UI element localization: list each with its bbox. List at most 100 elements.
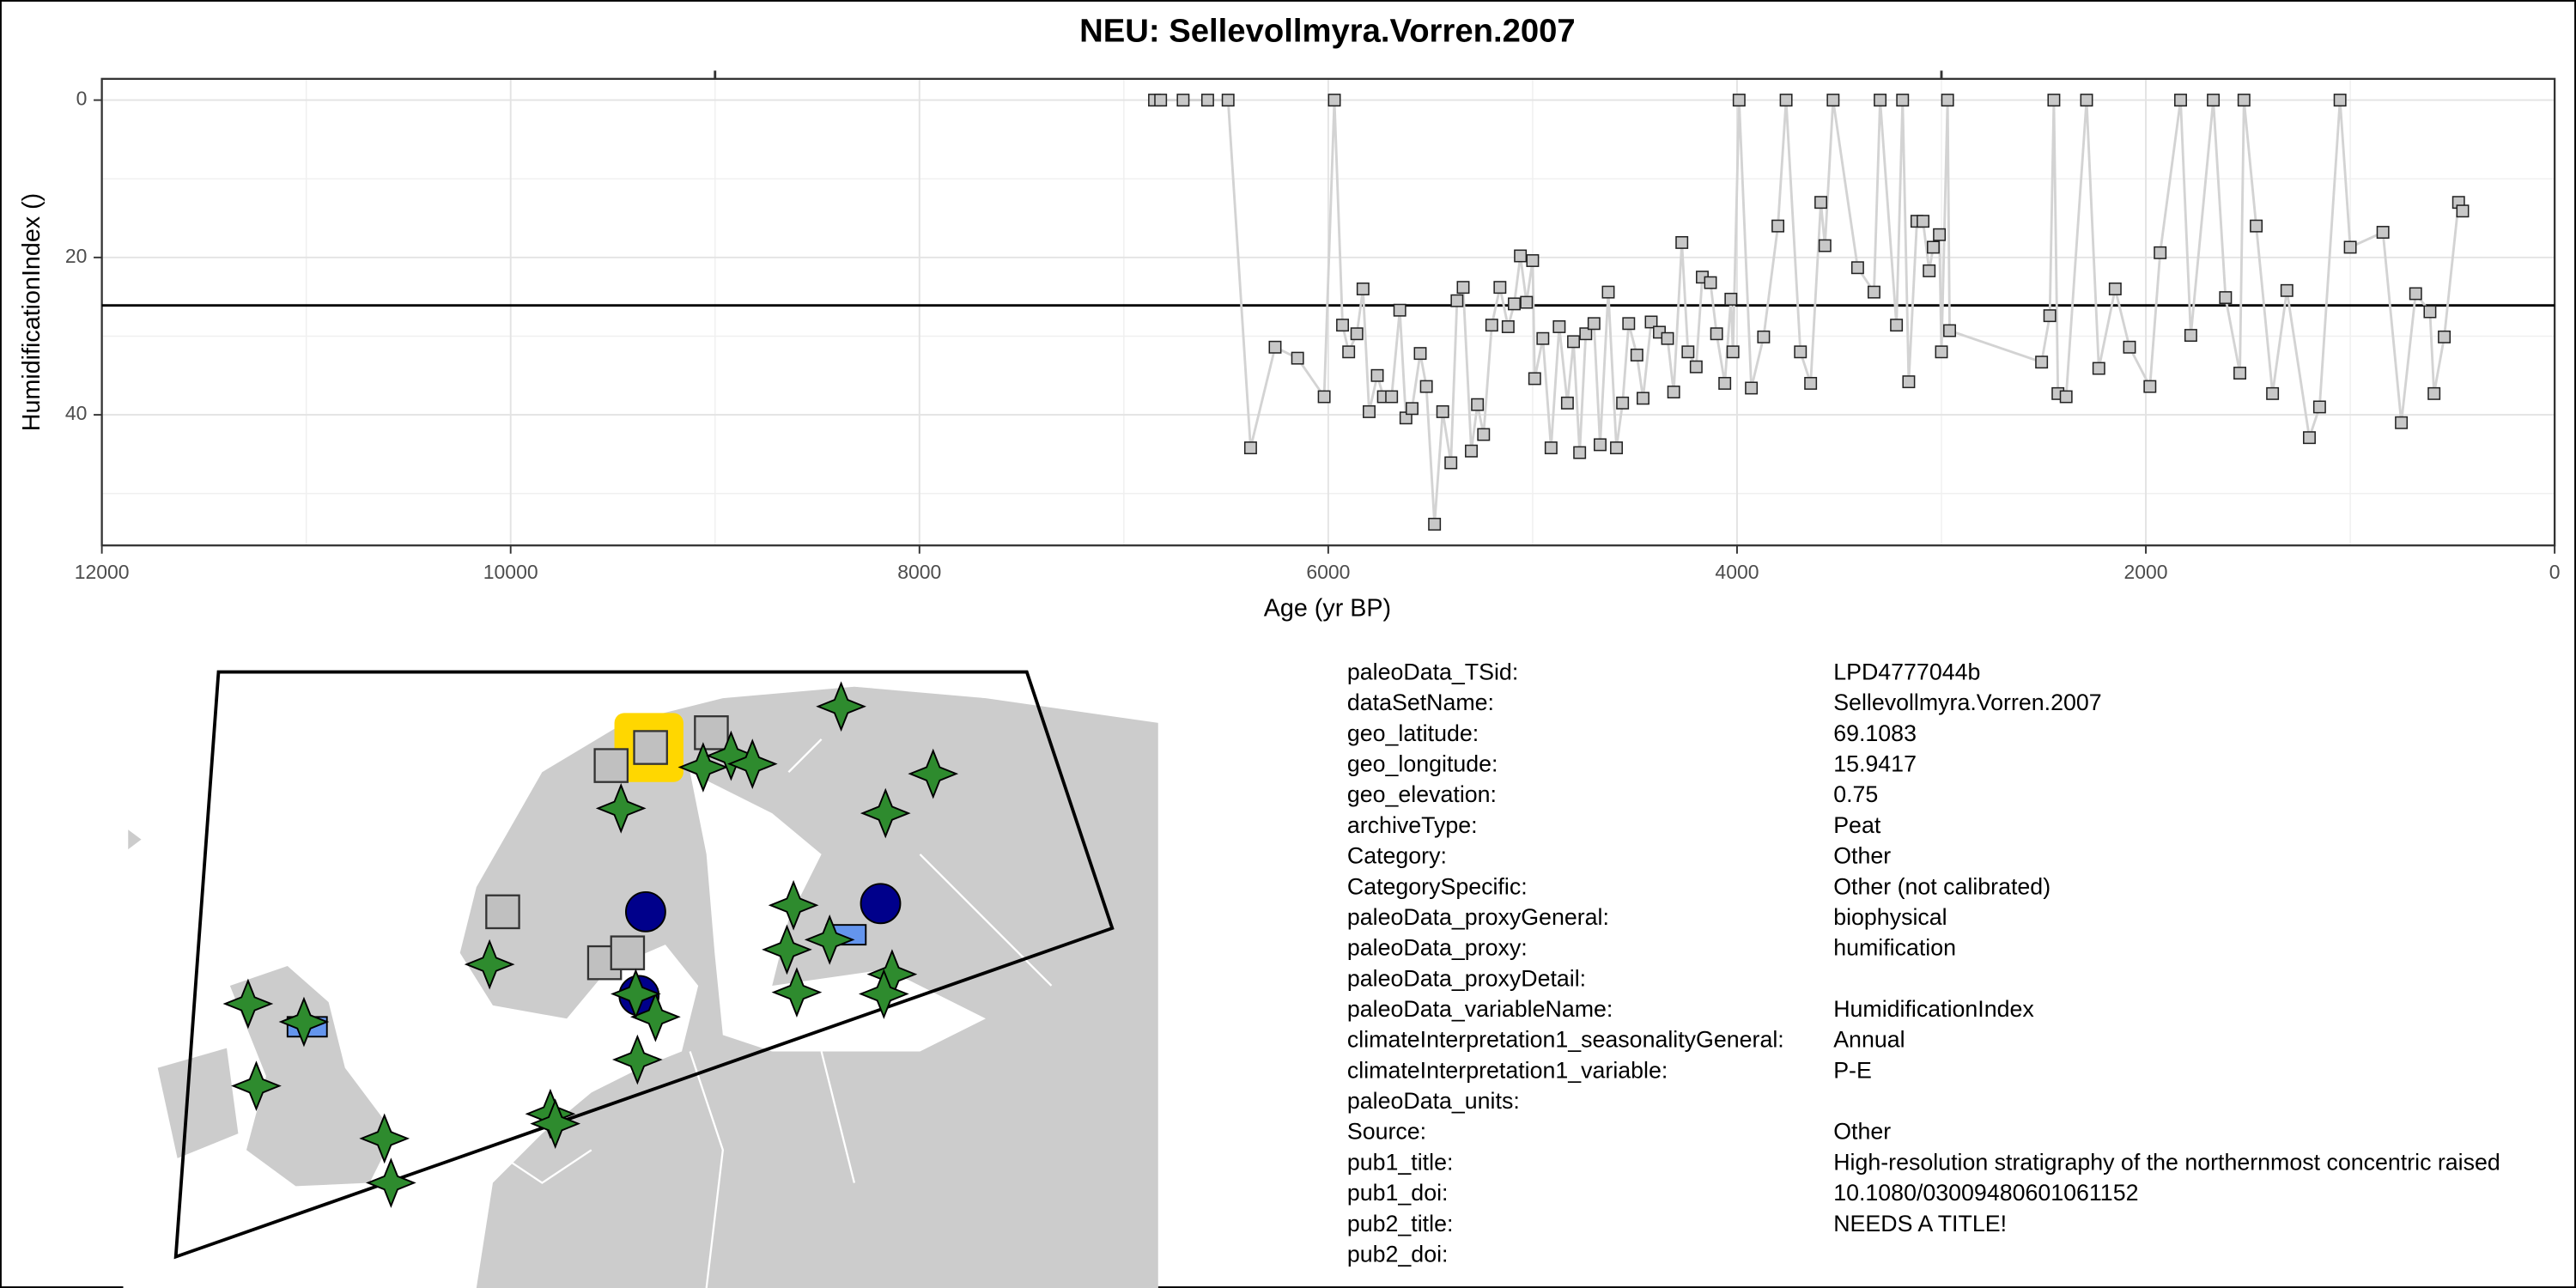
metadata-value: P-E xyxy=(1833,1057,1872,1083)
metadata-key: paleoData_TSid: xyxy=(1347,659,1518,685)
data-point xyxy=(2123,340,2136,354)
metadata-value: Other xyxy=(1833,1119,1891,1145)
map-land xyxy=(157,1048,239,1158)
data-point xyxy=(1594,438,1607,452)
map-land xyxy=(229,966,395,1187)
data-point xyxy=(1560,396,1574,410)
data-point xyxy=(2409,287,2422,301)
metadata-value: 69.1083 xyxy=(1833,720,1917,746)
data-point xyxy=(1552,320,1566,333)
data-point xyxy=(1630,348,1643,361)
data-point xyxy=(1718,376,1732,390)
data-point xyxy=(1616,396,1630,410)
metadata-value: NEEDS A TITLE! xyxy=(1833,1211,2007,1236)
data-point xyxy=(1436,404,1449,418)
data-point xyxy=(1610,441,1623,455)
x-tick-label: 8000 xyxy=(897,561,941,583)
data-point xyxy=(2092,361,2105,375)
data-point xyxy=(1923,264,1936,277)
metadata-key: pub1_doi: xyxy=(1347,1180,1449,1206)
data-point xyxy=(1779,94,1793,107)
data-point xyxy=(1567,335,1580,349)
data-point xyxy=(2312,400,2326,414)
data-point xyxy=(2438,330,2451,343)
metadata-key: Category: xyxy=(1347,843,1447,869)
data-point xyxy=(1456,281,1470,295)
data-point xyxy=(1874,94,1887,107)
data-point xyxy=(1794,345,1807,359)
metadata-value: Other xyxy=(1833,843,1891,869)
data-point xyxy=(2043,309,2057,323)
metadata-value: Sellevollmyra.Vorren.2007 xyxy=(1833,690,2101,715)
y-tick-label: 0 xyxy=(76,88,88,110)
data-point xyxy=(1681,345,1695,359)
data-point xyxy=(1890,319,1904,332)
data-point xyxy=(2184,329,2197,343)
data-point xyxy=(1477,428,1491,441)
data-point xyxy=(1667,386,1680,398)
data-point xyxy=(2207,94,2221,107)
y-tick-label: 40 xyxy=(65,402,88,424)
map-border-lines xyxy=(492,738,1053,1288)
data-point xyxy=(1370,368,1384,382)
data-point xyxy=(1867,285,1880,299)
metadata-key: paleoData_variableName: xyxy=(1347,996,1613,1022)
site-square xyxy=(633,730,668,765)
data-point xyxy=(1493,281,1507,295)
data-point xyxy=(1356,283,1370,295)
data-point xyxy=(1520,295,1534,309)
metadata-key: dataSetName: xyxy=(1347,690,1494,715)
metadata-value: HumidificationIndex xyxy=(1833,996,2034,1022)
map xyxy=(123,648,1158,1288)
data-point xyxy=(1579,327,1593,341)
data-point xyxy=(2333,94,2347,107)
data-point xyxy=(1291,351,1304,365)
data-point xyxy=(1757,330,1771,343)
data-point xyxy=(1644,315,1658,329)
data-point xyxy=(1726,345,1740,359)
map-extent xyxy=(173,670,1115,1260)
data-point xyxy=(2456,204,2470,218)
data-point xyxy=(1771,219,1785,233)
x-tick-label: 10000 xyxy=(483,561,538,583)
data-point xyxy=(2266,386,2280,400)
metadata-key: Source: xyxy=(1347,1119,1426,1145)
metadata-table: paleoData_TSid: LPD4777044b dataSetName: Se… xyxy=(1347,659,2500,1267)
data-point xyxy=(2047,94,2061,107)
data-point xyxy=(1710,327,1723,341)
x-tick-label: 6000 xyxy=(1306,561,1350,583)
data-point xyxy=(2280,283,2293,297)
data-point xyxy=(2250,219,2263,233)
metadata-key: geo_latitude: xyxy=(1347,720,1479,746)
plot-area: 0 2000 4000 6000 8000 10000 12000 0 20 40 xyxy=(65,70,2561,583)
data-point xyxy=(1385,390,1399,404)
data-point xyxy=(1601,285,1615,299)
data-point xyxy=(1342,345,1356,359)
data-point xyxy=(1221,94,1235,107)
data-point xyxy=(1528,372,1541,386)
data-point xyxy=(1243,441,1257,455)
metadata-key: paleoData_units: xyxy=(1347,1088,1520,1114)
data-point xyxy=(1268,340,1282,354)
data-point xyxy=(1154,94,1168,107)
metadata-key: pub2_doi: xyxy=(1347,1241,1449,1267)
data-point xyxy=(1471,398,1485,411)
data-point xyxy=(1704,276,1717,289)
metadata-value: 10.1080/03009480601061152 xyxy=(1833,1180,2138,1206)
plot-frame xyxy=(100,77,2556,547)
data-point xyxy=(1363,404,1376,418)
metadata-key: pub2_title: xyxy=(1347,1211,1454,1236)
data-point xyxy=(1902,375,1916,389)
metadata-key: paleoData_proxyGeneral: xyxy=(1347,904,1609,930)
metadata-key: archiveType: xyxy=(1347,812,1478,838)
data-point xyxy=(2143,380,2157,393)
metadata-value: 15.9417 xyxy=(1833,751,1917,777)
data-point xyxy=(1413,347,1427,361)
data-point xyxy=(1544,441,1558,455)
metadata-key: paleoData_proxy: xyxy=(1347,935,1528,961)
data-point xyxy=(1689,360,1703,374)
x-tick-label: 2000 xyxy=(2124,561,2168,583)
data-point xyxy=(1661,331,1674,345)
data-point xyxy=(2423,305,2437,319)
